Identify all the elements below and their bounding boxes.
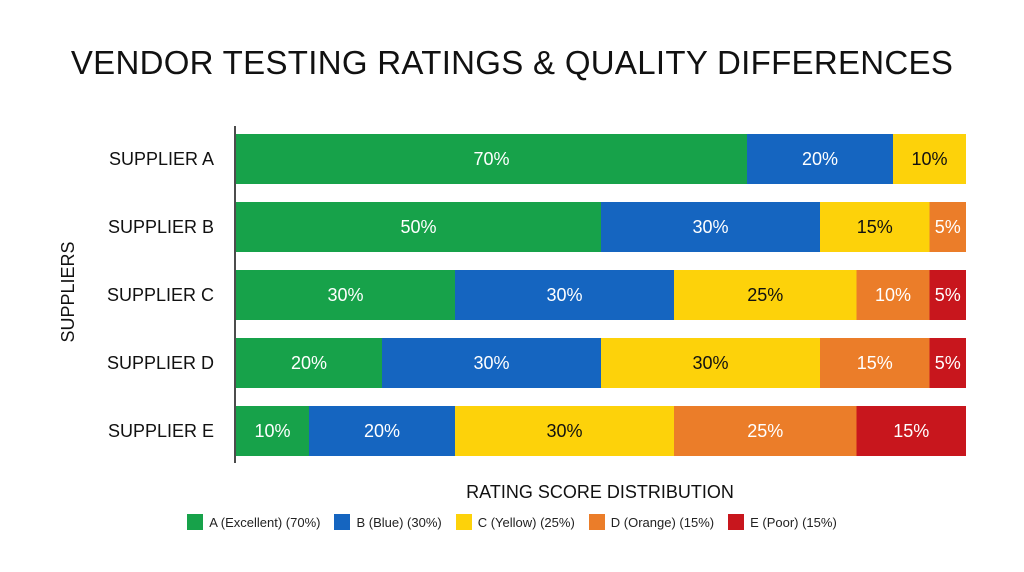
data-label: 20% [291,353,327,373]
bar-segment [236,406,309,456]
legend-item: A (Excellent) (70%) [187,514,320,530]
category-label: SUPPLIER D [107,353,214,373]
bar-segment [309,406,455,456]
category-labels: SUPPLIER A SUPPLIER B SUPPLIER C SUPPLIER D… [107,149,214,441]
category-label: SUPPLIER B [108,217,214,237]
data-label: 25% [747,421,783,441]
bar-segment [893,134,966,184]
legend-swatch [588,514,605,530]
legend-label: D (Orange) (15%) [610,514,715,530]
bar-segment [236,338,382,388]
bar-segment [747,134,893,184]
data-label: 5% [935,285,961,305]
bar-segment [674,270,857,320]
legend-swatch [187,514,204,530]
data-label: 10% [875,285,911,305]
bar-segment [856,406,966,456]
legend-swatch [455,514,472,530]
bar-segment [236,134,747,184]
bar-segment [820,338,930,388]
data-label: 15% [857,353,893,373]
legend-item: C (Yellow) (25%) [455,514,575,530]
legend-label: C (Yellow) (25%) [477,514,575,530]
legend-item: D (Orange) (15%) [588,514,715,530]
data-label: 10% [254,421,290,441]
category-label: SUPPLIER A [109,149,214,169]
legend-item: B (Blue) (30%) [334,514,442,530]
legend-swatch [728,514,745,530]
bar-segment [601,338,820,388]
category-label: SUPPLIER E [108,421,214,441]
data-label: 5% [935,217,961,237]
bar-segment [236,270,455,320]
bars-group: 70% 20% 10% 50% 30% 15% 5% 30% 30% 25% 10% 5% 20% 30%… [236,134,966,456]
bar-segment [382,338,601,388]
data-label: 30% [692,217,728,237]
legend-label: A (Excellent) (70%) [209,514,321,530]
x-axis-title: RATING SCORE DISTRIBUTION [466,482,734,502]
bar-segment [674,406,857,456]
bar-segment [929,338,966,388]
data-label: 30% [546,285,582,305]
legend-item: E (Poor) (15%) [728,514,837,530]
data-label: 15% [857,217,893,237]
data-label: 50% [400,217,436,237]
data-label: 20% [802,149,838,169]
data-label: 30% [473,353,509,373]
bar-segment [820,202,930,252]
data-label: 5% [935,353,961,373]
legend-label: E (Poor) (15%) [750,514,837,530]
data-label: 25% [747,285,783,305]
bar-segment [236,202,601,252]
bar-segment [455,406,674,456]
data-label: 30% [327,285,363,305]
bar-segment [601,202,820,252]
data-label: 30% [692,353,728,373]
data-label: 10% [911,149,947,169]
bar-segment [929,202,966,252]
legend: A (Excellent) (70%) B (Blue) (30%) C (Yell… [0,514,1024,530]
bar-segment [929,270,966,320]
data-label: 15% [893,421,929,441]
data-label: 30% [546,421,582,441]
chart-title: VENDOR TESTING RATINGS & QUALITY DIFFERE… [70,44,954,81]
y-axis-title: SUPPLIERS [58,241,78,342]
data-label: 20% [364,421,400,441]
bar-segment [856,270,930,320]
bar-segment [455,270,674,320]
category-label: SUPPLIER C [107,285,214,305]
legend-swatch [334,514,351,530]
legend-label: B (Blue) (30%) [356,514,442,530]
data-label: 70% [473,149,509,169]
